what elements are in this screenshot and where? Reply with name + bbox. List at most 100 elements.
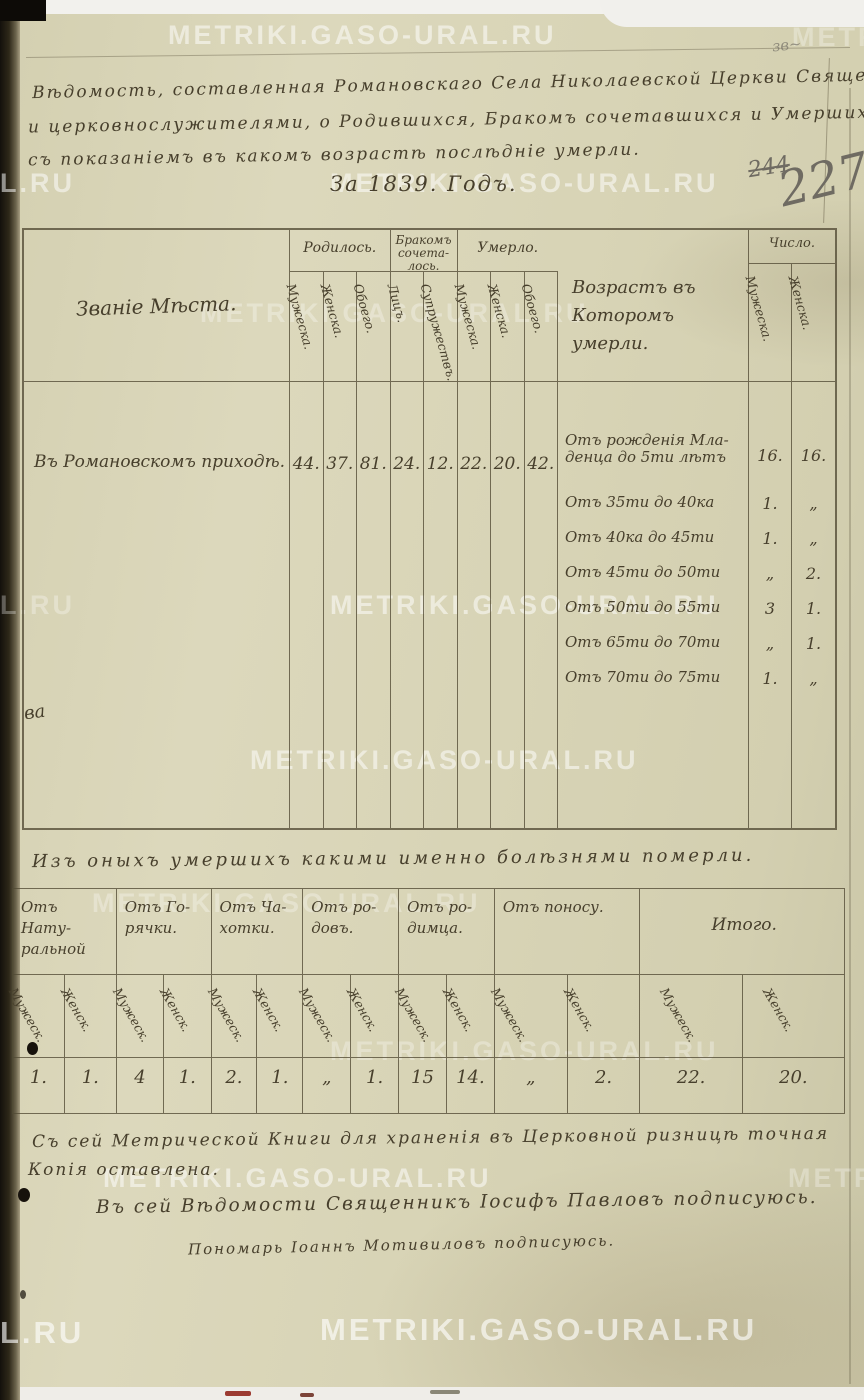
column-header-place: Званіе Мѣста. <box>24 230 290 381</box>
place-name-cell: Въ Романовскомъ приходѣ. <box>24 382 290 828</box>
cause-column-convulsions: Отъ ро­димца. Мужеск. 15 Женск. 14. <box>392 889 495 1113</box>
sub-female: Женск. <box>742 975 844 1058</box>
column-header-number: Число. Мужеска. Женска. <box>743 230 835 381</box>
count-female: 1. <box>805 634 822 653</box>
subcolumn-died-female: Женска. <box>485 272 525 381</box>
column-header-died: Умерло. <box>477 240 539 256</box>
paper-hole <box>27 1042 38 1055</box>
value-died-both: 42. <box>525 382 558 828</box>
causes-of-death-table: Отъ Нату­ральной Мужеск. 1. Женск. 1. От… <box>6 888 845 1114</box>
age-range: Отъ 45ти до 50ти <box>565 563 721 581</box>
value-born-female: 37. <box>324 382 357 828</box>
count-male: 1. <box>762 529 778 548</box>
column-header-age-at-death: Возрастъ въ Которомъ умерли. <box>558 230 749 381</box>
count-female: „ <box>809 494 818 513</box>
sub-male: Мужеск. <box>296 975 351 1058</box>
count-male: 16. <box>757 446 783 465</box>
paper-sheet <box>14 6 864 1392</box>
count-male: 3 <box>764 599 776 618</box>
cause-count-male: 2. <box>225 1067 243 1088</box>
binding-corner-shadow <box>0 0 46 21</box>
sub-female: Женск. <box>440 975 494 1058</box>
subcolumn-number-female: Женска. <box>785 274 816 332</box>
sub-male: Мужеск. <box>205 975 257 1058</box>
age-range: Отъ рожденія Мла­денца до 5ти лѣтъ <box>565 431 729 466</box>
count-female: „ <box>809 529 818 548</box>
edge-speck <box>430 1390 460 1394</box>
cause-count-male: „ <box>526 1067 536 1088</box>
footer-copy-statement-line-2: Копія оставлена. <box>28 1160 220 1180</box>
cause-count-male: 4 <box>134 1067 146 1088</box>
subcolumn-married-couples: Супружествъ. <box>418 272 460 382</box>
cause-count-male: 1. <box>29 1067 48 1088</box>
margin-note: ва <box>22 700 47 725</box>
grouped-count-columns: Родилось. Бракомъ сочета­лось. Умерло. М… <box>284 230 558 382</box>
value-married-persons: 24. <box>391 382 424 828</box>
number-sub-header-row: Мужеска. Женска. <box>743 264 835 381</box>
cause-count-female: 1. <box>366 1067 384 1088</box>
sub-male: Мужеск. <box>6 975 64 1058</box>
sub-male: Мужеск. <box>488 975 567 1058</box>
cause-count-female: 1. <box>271 1067 289 1088</box>
sub-female: Женск. <box>157 975 211 1058</box>
subcolumn-born-both: Обоего. <box>351 272 391 381</box>
sub-male: Мужеск. <box>392 975 446 1058</box>
count-female: „ <box>809 669 818 688</box>
age-range: Отъ 65ти до 70ти <box>565 633 721 651</box>
value-died-female: 20. <box>491 382 525 828</box>
document-year: За 1839. Годъ. <box>330 172 518 196</box>
paper-hole <box>18 1188 30 1202</box>
subcolumn-died-male: Мужеска. <box>451 272 491 381</box>
count-female: 1. <box>805 599 822 618</box>
subcolumn-married-persons: Лицъ. <box>384 272 424 381</box>
value-married-couples: 12. <box>424 382 458 828</box>
cause-column-childbirth: Отъ ро­довъ. Мужеск. „ Женск. 1. <box>296 889 400 1113</box>
age-count-female-cell: 16. „ „ 2. 1. 1. „ <box>792 382 835 828</box>
age-range: Отъ 50ти до 55ти <box>565 598 721 616</box>
cause-count-female: 2. <box>594 1067 613 1088</box>
page-right-edge-line <box>849 88 851 1384</box>
age-count-male-cell: 16. 1. 1. „ 3 „ 1. <box>749 382 792 828</box>
cause-column-fever: Отъ Го­рячки. Мужеск. 4 Женск. 1. <box>110 889 212 1113</box>
cause-count-male: „ <box>322 1067 332 1088</box>
book-binding-edge <box>0 0 20 1400</box>
total-count-female: 20. <box>779 1067 808 1088</box>
group-title-row: Родилось. Бракомъ сочета­лось. Умерло. <box>290 230 558 273</box>
sub-female: Женск. <box>250 975 303 1058</box>
edge-speck <box>225 1391 251 1396</box>
cause-column-natural: Отъ Нату­ральной Мужеск. 1. Женск. 1. <box>6 889 117 1113</box>
value-born-both: 81. <box>357 382 391 828</box>
sub-female: Женск. <box>58 975 116 1058</box>
subcolumn-number-male: Мужеска. <box>743 264 792 381</box>
count-male: „ <box>765 564 775 583</box>
total-count-male: 22. <box>676 1067 706 1088</box>
age-ranges-cell: Отъ рожденія Мла­денца до 5ти лѣтъ Отъ 3… <box>558 382 749 828</box>
cause-count-female: 1. <box>81 1067 99 1088</box>
age-range: Отъ 40ка до 45ти <box>565 528 715 546</box>
age-range: Отъ 70ти до 75ти <box>565 668 721 686</box>
column-header-married: Бракомъ сочета­лось. <box>391 230 458 273</box>
total-column: Итого. Мужеск. 22. Женск. 20. <box>640 889 844 1113</box>
cause-column-diarrhea: Отъ по­носу. Мужеск. „ Женск. 2. <box>488 889 641 1113</box>
cause-count-male: 15 <box>411 1067 434 1088</box>
count-male: 1. <box>762 494 778 513</box>
subcolumn-born-female: Женска. <box>317 272 357 381</box>
sub-female: Женск. <box>561 975 640 1058</box>
table1-header: Званіе Мѣста. Родилось. Бракомъ сочета­л… <box>24 230 835 382</box>
cause-count-female: 1. <box>178 1067 196 1088</box>
scan-background-top-right <box>600 0 864 27</box>
value-died-male: 22. <box>458 382 491 828</box>
vital-statistics-table: Званіе Мѣста. Родилось. Бракомъ сочета­л… <box>22 228 837 830</box>
subcolumn-born-male: Мужеска. <box>284 272 324 381</box>
age-range: Отъ 35ти до 40ка <box>565 493 715 511</box>
subcolumn-died-both: Обоего. <box>518 272 558 381</box>
paper-hole <box>20 1290 26 1299</box>
corner-pencil-squiggle: зв~ <box>771 34 803 56</box>
count-male: 1. <box>762 669 778 688</box>
table1-data-row: Въ Романовскомъ приходѣ. 44. 37. 81. 24.… <box>24 382 835 828</box>
count-female: 2. <box>805 564 822 583</box>
sub-header-row: Мужеска. Женска. Обоего. Лицъ. Супружест… <box>284 272 558 382</box>
edge-speck <box>300 1393 314 1397</box>
cause-column-consumption: Отъ Ча­хотки. Мужеск. 2. Женск. 1. <box>205 889 304 1113</box>
column-header-born: Родилось. <box>290 230 391 271</box>
